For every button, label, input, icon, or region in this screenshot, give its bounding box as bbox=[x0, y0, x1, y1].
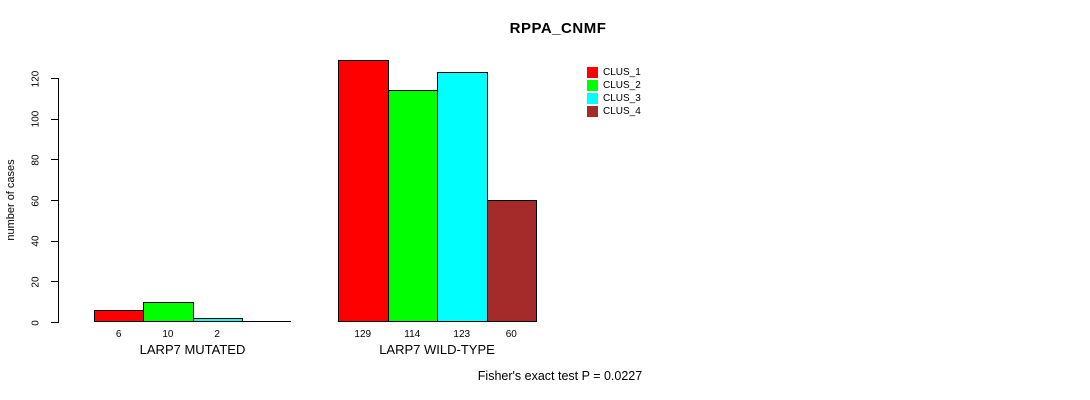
legend-swatch-clus_2 bbox=[587, 80, 598, 91]
bar-value-label: 6 bbox=[115, 329, 122, 340]
y-axis-tick bbox=[51, 322, 58, 323]
bar-value-label: 60 bbox=[505, 329, 517, 340]
y-axis-tick-label: 60 bbox=[30, 194, 42, 207]
y-axis-tick bbox=[51, 78, 58, 79]
legend-swatch-clus_4 bbox=[587, 106, 598, 117]
y-axis-tick bbox=[51, 200, 58, 201]
legend-item-clus_3: CLUS_3 bbox=[587, 92, 641, 105]
y-axis-tick-label: 20 bbox=[30, 276, 42, 288]
chart-title: RPPA_CNMF bbox=[509, 20, 607, 37]
y-axis-tick-label: 80 bbox=[30, 154, 42, 166]
group-label-larp7-wild-type: LARP7 WILD-TYPE bbox=[379, 342, 495, 357]
y-axis-line bbox=[58, 78, 59, 323]
legend-swatch-clus_1 bbox=[587, 67, 598, 78]
legend-item-label: CLUS_2 bbox=[603, 80, 641, 91]
bar-clus_3-larp7-wild-type bbox=[437, 71, 488, 322]
bar-clus_1-larp7-wild-type bbox=[338, 59, 389, 322]
legend-item-clus_2: CLUS_2 bbox=[587, 79, 641, 92]
y-axis-tick-label: 120 bbox=[30, 70, 42, 87]
group-label-larp7-mutated: LARP7 MUTATED bbox=[139, 342, 246, 357]
bar-clus_2-larp7-wild-type bbox=[387, 90, 438, 322]
y-axis-tick bbox=[51, 240, 58, 242]
y-axis-tick bbox=[51, 159, 58, 161]
legend: CLUS_1 CLUS_2 CLUS_3 CLUS_4 bbox=[587, 66, 641, 118]
legend-swatch-clus_3 bbox=[587, 93, 598, 104]
bar-clus_3-larp7-mutated bbox=[192, 317, 243, 322]
y-axis-tick bbox=[51, 281, 58, 283]
bar-value-label: 129 bbox=[354, 329, 372, 340]
y-axis-tick bbox=[51, 118, 58, 120]
bar-clus_1-larp7-mutated bbox=[94, 309, 145, 322]
legend-item-label: CLUS_3 bbox=[603, 93, 641, 104]
bar-clus_2-larp7-mutated bbox=[143, 301, 194, 322]
legend-item-label: CLUS_4 bbox=[603, 106, 641, 117]
legend-item-label: CLUS_1 bbox=[603, 67, 641, 78]
bar-clus_4-larp7-wild-type bbox=[486, 200, 537, 322]
legend-item-clus_1: CLUS_1 bbox=[587, 66, 641, 79]
y-axis-tick-label: 0 bbox=[30, 319, 42, 326]
legend-item-clus_4: CLUS_4 bbox=[587, 105, 641, 118]
bar-value-label: 2 bbox=[214, 329, 220, 340]
fisher-test-annotation: Fisher's exact test P = 0.0227 bbox=[477, 369, 643, 383]
bar-value-label: 114 bbox=[404, 329, 421, 340]
bar-value-label: 10 bbox=[162, 329, 174, 340]
y-axis-tick-label: 100 bbox=[30, 110, 42, 128]
y-axis-tick-label: 40 bbox=[30, 235, 42, 247]
bar-value-label: 123 bbox=[453, 329, 471, 340]
